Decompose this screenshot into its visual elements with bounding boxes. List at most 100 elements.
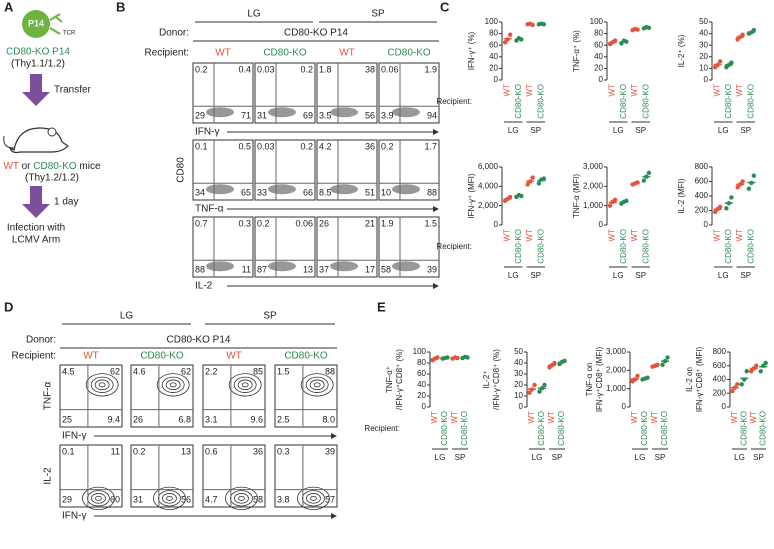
- data-point: [665, 355, 670, 360]
- flow-plot: [254, 139, 316, 201]
- data-point: [541, 22, 547, 27]
- category-label: WT: [730, 411, 739, 424]
- quadrant-value: 34: [195, 187, 205, 197]
- y-tick-label: 0: [599, 75, 604, 84]
- y-tick-label: 0: [494, 220, 499, 229]
- data-point: [529, 387, 535, 392]
- data-point: [445, 355, 450, 360]
- quadrant-value: 3.5: [319, 110, 332, 120]
- contour: [234, 493, 249, 504]
- quadrant-value: 31: [257, 110, 267, 120]
- contour: [305, 376, 329, 393]
- category-label: CD80-KO: [460, 411, 469, 446]
- y-tick-label: 400: [713, 375, 727, 384]
- tissue-label: LG: [120, 311, 134, 322]
- quadrant-value: 1.9: [381, 218, 394, 228]
- category-label: CD80-KO: [619, 229, 628, 264]
- category-label: CD80-KO: [557, 411, 566, 446]
- data-point: [612, 38, 618, 43]
- quadrant-value: 0.2: [300, 64, 313, 74]
- data-point: [740, 179, 745, 184]
- dot-cloud: [206, 261, 234, 272]
- y-axis-label: IL-2 on: [685, 367, 694, 392]
- contour: [162, 493, 177, 504]
- quadrant-value: 1.7: [424, 141, 437, 151]
- y-tick-label: 0: [704, 75, 709, 84]
- recipient: CD80-KO: [284, 351, 328, 362]
- flow-plot: [192, 139, 254, 201]
- y-tick-label: 60: [594, 40, 603, 49]
- quadrant-value: 3.1: [205, 414, 218, 424]
- group-label: LG: [435, 453, 446, 462]
- data-point: [712, 209, 718, 215]
- arrow-head: [331, 433, 337, 439]
- arrow: [22, 74, 50, 106]
- contour: [90, 376, 114, 393]
- category-label: WT: [608, 229, 617, 242]
- contour: [169, 382, 177, 388]
- dot-cloud: [392, 261, 420, 272]
- data-point: [530, 22, 535, 28]
- y-tick-label: 3,000: [583, 162, 604, 171]
- dot-cloud: [392, 107, 420, 118]
- contour: [238, 495, 245, 501]
- category-label: WT: [525, 84, 534, 97]
- data-point: [519, 193, 524, 199]
- quadrant-value: 65: [241, 187, 251, 197]
- y-tick-label: 80: [489, 29, 498, 38]
- quadrant-value: 1.9: [424, 64, 437, 74]
- y-tick-label: 60: [417, 369, 426, 378]
- y-axis-label: IL-2⁺: [482, 370, 491, 388]
- flow-plot: [378, 216, 440, 278]
- quadrant-value: 11: [242, 264, 251, 274]
- flow-plot: [378, 62, 440, 124]
- x-axis-label: IFN-γ: [62, 511, 86, 522]
- data-point: [737, 182, 743, 187]
- flow-plot: [130, 364, 194, 428]
- y-tick-label: 4,000: [478, 181, 499, 190]
- data-point: [732, 385, 737, 390]
- y-tick-label: 40: [417, 380, 426, 389]
- x-axis-label: IFN-γ: [195, 127, 219, 138]
- quadrant-value: 13: [303, 264, 313, 274]
- y-axis-label: IFN-γ⁺ (%): [467, 31, 476, 70]
- category-label: WT: [713, 84, 722, 97]
- arrow-head: [433, 129, 439, 135]
- category-label: WT: [650, 411, 659, 424]
- quadrant-value: 57: [325, 494, 335, 504]
- contour: [237, 379, 253, 391]
- y-axis-label: TNF-α on: [585, 363, 594, 397]
- contour: [165, 379, 181, 391]
- data-point: [612, 197, 618, 203]
- data-point: [645, 375, 650, 380]
- data-point: [729, 60, 734, 65]
- y-axis-label: IFN-γ⁺CD8⁺ (MFI): [695, 347, 704, 413]
- dot-cloud: [330, 107, 358, 118]
- data-point: [735, 185, 740, 190]
- category-label: CD80-KO: [724, 84, 733, 119]
- category-label: CD80-KO: [536, 229, 545, 264]
- y-tick-label: 50: [514, 347, 523, 356]
- quadrant-value: 0.5: [238, 141, 251, 151]
- dot-cloud: [392, 184, 420, 195]
- quadrant-value: 69: [303, 110, 313, 120]
- dot-cloud: [206, 107, 234, 118]
- data-point: [539, 386, 545, 391]
- quadrant-value: 0.1: [62, 446, 75, 456]
- infection: LCMV Arm: [12, 235, 60, 246]
- quadrant-value: 26: [319, 218, 329, 228]
- quadrant-value: 0.2: [300, 141, 313, 151]
- recipient-label: Recipient:: [364, 424, 400, 433]
- y-tick-label: 10: [514, 391, 523, 400]
- quadrant-value: 85: [253, 366, 263, 376]
- y-tick-label: 20: [699, 52, 708, 61]
- or: or: [22, 161, 32, 172]
- quadrant-value: 37: [319, 264, 329, 274]
- infection: Infection with: [7, 223, 65, 234]
- quadrant-value: 8.0: [322, 414, 335, 424]
- y-tick-label: 3,000: [606, 347, 627, 356]
- quadrant-value: 88: [325, 366, 335, 376]
- group-label: LG: [635, 453, 646, 462]
- quadrant-value: 3.9: [381, 110, 394, 120]
- quadrant-value: 29: [62, 494, 72, 504]
